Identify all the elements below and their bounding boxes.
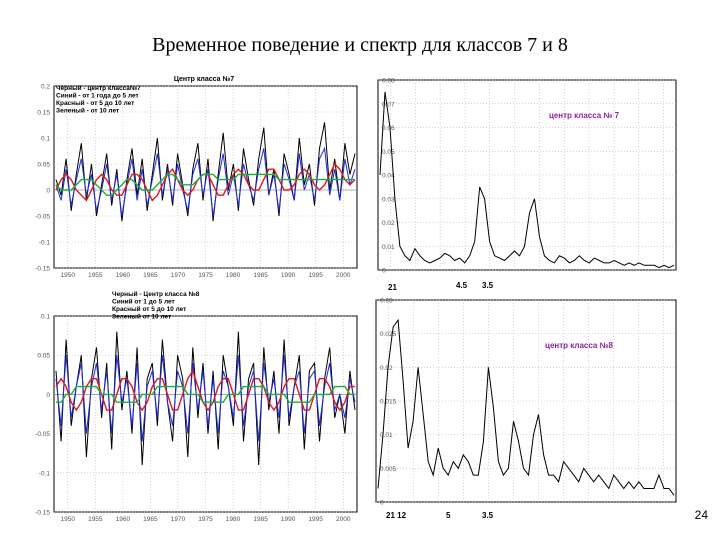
y-tick-label: 0.06 [382, 125, 395, 132]
x-tick-label: 1980 [226, 272, 241, 279]
y-tick-label: 0 [46, 188, 50, 195]
legend-entry: Зеленый от 10 лет [112, 313, 171, 321]
x-tick-label: 1955 [88, 272, 103, 279]
x-tick-label: 1965 [143, 272, 158, 279]
x-tick-label: 2000 [336, 272, 351, 279]
x-tick-label: 1995 [308, 516, 323, 522]
x-tick-label: 1950 [61, 272, 76, 279]
y-tick-label: 0.15 [37, 110, 50, 117]
legend-entry: Красный от 5 до 10 лет [112, 305, 186, 313]
x-tick-label: 2000 [336, 516, 351, 522]
timeseries-chart-class7: 0.2 0.15 0.1 0.05 0 -0.05 -0.1 -0.15 1950 1955 196… [35, 75, 358, 279]
x-tick-label: 1990 [281, 272, 296, 279]
y-tick-label: 0.03 [380, 298, 393, 305]
y-tick-label: 0.1 [41, 314, 50, 321]
legend-entry: Красный - от 5 до 10 лет [56, 99, 134, 107]
y-tick-label: -0.05 [35, 431, 50, 438]
y-tick-label: 0.2 [41, 84, 50, 91]
series-line-3 [55, 173, 355, 196]
x-tick-label: 1965 [143, 516, 158, 522]
series-line-0 [379, 91, 675, 269]
x-tick-label: 1975 [198, 516, 213, 522]
legend-entry: Черный - Центр класса №8 [112, 290, 200, 298]
period-label: 21 [388, 283, 397, 292]
page-number: 24 [694, 508, 708, 522]
legend-entry: Черный - центр класса№7 [56, 84, 141, 92]
y-tick-label: 0 [380, 500, 384, 507]
series-line-0 [377, 318, 675, 496]
legend-entry: Зеленый - от 10 лет [56, 107, 119, 115]
period-label: 21 12 [386, 511, 407, 520]
y-tick-label: 0.04 [382, 173, 395, 180]
x-tick-label: 1960 [116, 272, 131, 279]
x-tick-label: 1985 [253, 516, 268, 522]
chart-title: центр класса № 7 [549, 111, 620, 120]
y-tick-label: 0.1 [41, 136, 50, 143]
series-line-1 [55, 146, 356, 217]
chart-title: Центр класса №7 [174, 75, 234, 83]
legend-entry: Синий - от 1 года до 5 лет [56, 92, 139, 100]
period-label: 3.5 [482, 281, 494, 290]
y-tick-label: 0.01 [380, 432, 393, 439]
y-tick-label: 0.08 [382, 78, 395, 85]
slide-title: Временное поведение и спектр для классов… [152, 34, 568, 56]
y-tick-label: 0.02 [380, 365, 393, 372]
y-tick-label: -0.15 [35, 510, 50, 517]
period-label: 5 [446, 511, 451, 520]
x-tick-label: 1970 [171, 516, 186, 522]
y-tick-label: 0.02 [382, 220, 395, 227]
y-tick-label: 0.025 [380, 331, 397, 338]
x-tick-label: 1985 [253, 272, 268, 279]
y-tick-label: 0.07 [382, 101, 395, 108]
x-tick-label: 1975 [198, 272, 213, 279]
y-tick-label: 0.01 [382, 244, 395, 251]
spectrum-chart-class7: 0.08 0.07 0.06 0.05 0.04 0.03 0.02 0.01 0 центр к… [377, 78, 677, 292]
series-line-3 [56, 385, 355, 403]
x-tick-label: 1995 [308, 272, 323, 279]
y-tick-label: 0.05 [37, 162, 50, 169]
y-tick-label: 0.05 [37, 353, 50, 360]
chart-title: центр класса №8 [545, 341, 613, 350]
plot-frame [377, 79, 677, 271]
y-tick-label: 0.005 [380, 466, 397, 473]
y-tick-label: 0 [46, 392, 50, 399]
series-line-2 [55, 369, 355, 412]
plot-frame [53, 315, 358, 513]
x-tick-label: 1990 [281, 516, 296, 522]
y-tick-label: -0.1 [39, 470, 51, 477]
y-tick-label: -0.1 [39, 240, 51, 247]
y-tick-label: 0.03 [382, 196, 395, 203]
x-tick-label: 1960 [116, 516, 131, 522]
series-line-1 [55, 355, 356, 442]
x-tick-label: 1970 [171, 272, 186, 279]
y-tick-label: 0.05 [382, 149, 395, 156]
period-label: 3.5 [482, 511, 494, 520]
x-tick-label: 1950 [61, 516, 76, 522]
period-label: 4.5 [456, 281, 468, 290]
x-tick-label: 1955 [88, 516, 103, 522]
legend-entry: Синий от 1 до 5 лет [112, 298, 175, 306]
y-tick-label: -0.15 [35, 266, 50, 273]
timeseries-chart-class8: 0.1 0.05 0 -0.05 -0.1 -0.15 1950 1955 1960 1965 19… [35, 290, 358, 522]
y-tick-label: -0.05 [35, 214, 50, 221]
y-tick-label: 0 [382, 268, 386, 275]
x-tick-label: 1980 [226, 516, 241, 522]
